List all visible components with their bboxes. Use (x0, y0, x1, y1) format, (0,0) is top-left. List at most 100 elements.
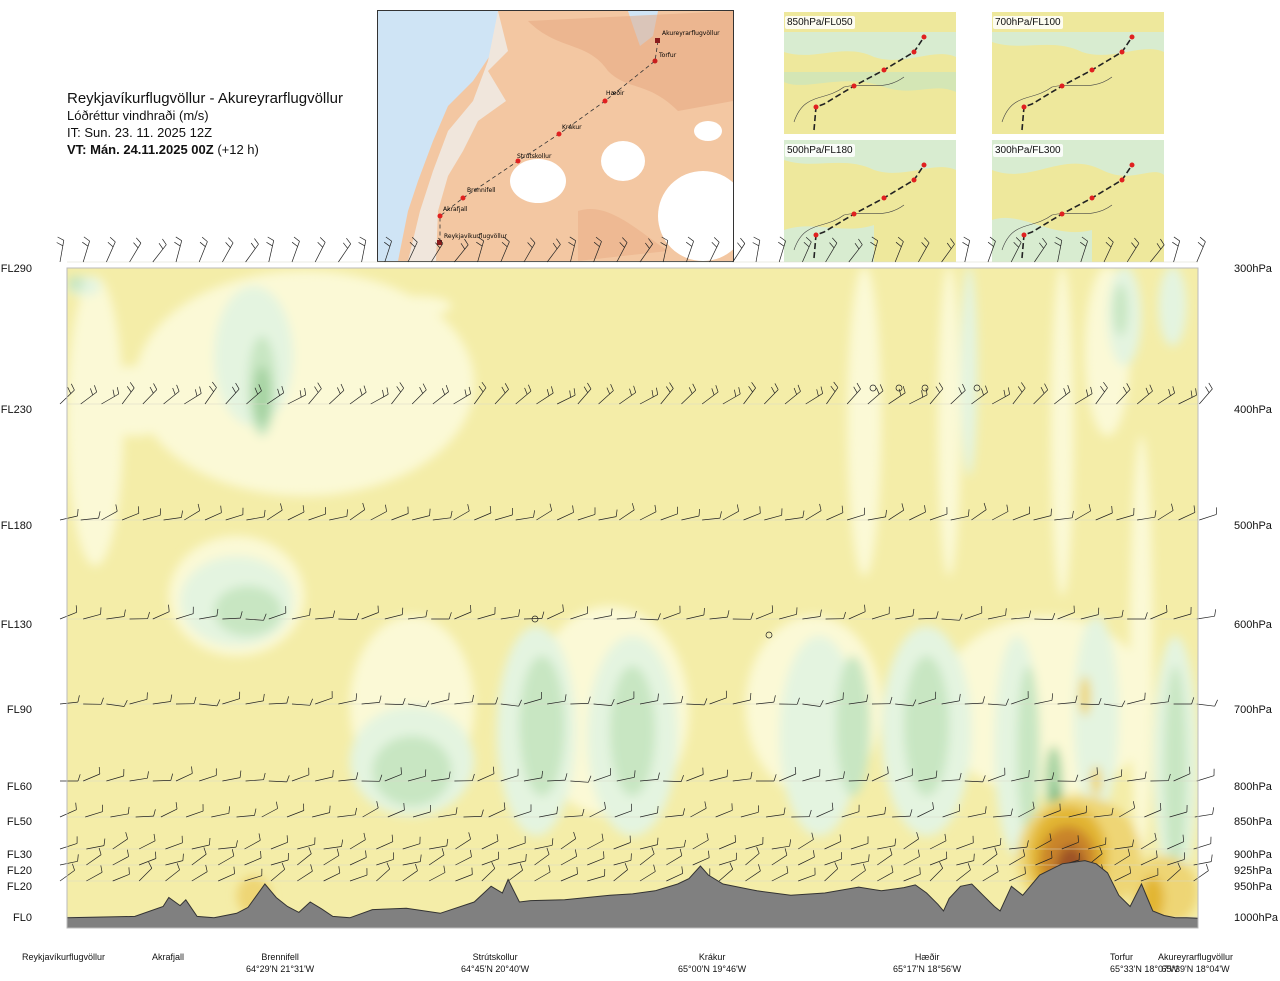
wind-barb (732, 692, 752, 705)
wind-barb (1126, 237, 1140, 263)
wind-barb (619, 385, 637, 405)
map-marker-strutskollur (515, 158, 521, 164)
wind-barb (80, 385, 98, 405)
wind-barb (383, 236, 392, 263)
map-label: Torfur (658, 52, 677, 59)
wind-barb (246, 384, 262, 405)
map-label: Brennifell (467, 187, 496, 194)
wind-barb (702, 511, 722, 521)
wind-barb (918, 691, 937, 705)
field-region-weak-down-light (1130, 436, 1153, 856)
map-marker-reykjavik (437, 240, 442, 245)
wind-barb (1043, 803, 1061, 818)
wind-barb (709, 610, 730, 620)
calm-wind-circle (973, 384, 981, 392)
wind-barb (86, 838, 106, 850)
field-region-weak-down-light (1050, 268, 1074, 596)
wind-barb (1035, 833, 1052, 850)
wind-barb (771, 839, 792, 850)
wind-barb (163, 384, 180, 405)
fl-label: FL230 (0, 404, 32, 416)
wind-barb (129, 611, 150, 620)
wind-barb (598, 384, 614, 405)
wind-barb (732, 237, 746, 263)
wind-barb (570, 775, 592, 783)
wind-barb (297, 837, 316, 850)
wind-barb (412, 508, 431, 521)
wind-barb (941, 238, 955, 263)
wind-barb (455, 867, 473, 882)
wind-barb (929, 382, 944, 405)
fl-label: FL290 (0, 263, 32, 275)
wind-barb (218, 849, 235, 866)
wind-barb (1193, 836, 1212, 850)
wind-barb (745, 846, 760, 866)
location-label: Akrafjall (152, 952, 185, 962)
wind-barb (639, 387, 659, 405)
field-region-down-1 (960, 268, 978, 476)
wind-barb (877, 838, 897, 850)
wind-barb (1035, 850, 1053, 866)
wind-barb (455, 849, 472, 866)
hpa-label: 700hPa (1234, 704, 1272, 716)
wind-barb (964, 606, 983, 620)
wind-barb (312, 805, 331, 818)
wind-barb (1011, 769, 1030, 782)
wind-barb (587, 851, 605, 866)
wind-barb (564, 808, 585, 818)
field-region-weak-down-light (937, 268, 961, 576)
wind-barb (314, 237, 326, 263)
wind-barb (245, 693, 265, 705)
wind-barb (453, 386, 472, 405)
wind-barb (681, 508, 700, 521)
wind-barb (184, 503, 201, 521)
wind-barb (244, 868, 263, 882)
wind-barb (877, 865, 894, 882)
map-label: Krákur (562, 124, 582, 131)
wind-barb (639, 837, 659, 850)
wind-barb (941, 693, 961, 705)
wind-barb (888, 503, 905, 521)
wind-barb (432, 510, 453, 521)
wind-barb (1136, 384, 1153, 405)
wind-barb (871, 766, 889, 782)
wind-barb (971, 502, 987, 521)
wind-barb (261, 801, 278, 818)
wind-barb (106, 609, 126, 620)
fl-label: FL130 (0, 619, 32, 631)
wind-barb (964, 696, 985, 705)
wind-barb (101, 504, 118, 521)
wind-barb (895, 608, 915, 620)
wind-barb (660, 236, 669, 263)
wind-barb (513, 804, 532, 818)
wind-barb (1080, 697, 1102, 705)
location-label: Hæðir 65°17'N 18°56'W (893, 952, 962, 974)
wind-barb (59, 836, 78, 850)
wind-barb (431, 612, 452, 620)
wind-barb (59, 508, 79, 521)
location-label: Brennifell 64°29'N 21°31'W (246, 952, 315, 974)
wind-barb (60, 774, 81, 782)
field-region-weak-down-light (383, 296, 452, 316)
wind-barb (454, 238, 469, 263)
wind-barb (779, 766, 797, 782)
wind-barb (950, 383, 966, 405)
wind-barb (454, 694, 474, 705)
wind-barb (308, 382, 322, 405)
wind-barb (160, 802, 178, 818)
wind-barb (1137, 510, 1157, 521)
wind-barb (376, 852, 394, 866)
wind-barb (323, 839, 344, 850)
wind-barb (1095, 505, 1113, 521)
wind-barb (152, 694, 173, 705)
wind-barb (534, 865, 551, 882)
wind-barb (593, 698, 615, 706)
wind-barb (165, 853, 184, 866)
valid-time-bold: VT: Mán. 24.11.2025 00Z (67, 142, 214, 157)
wind-barb (266, 236, 275, 263)
wind-barb (291, 236, 300, 263)
wind-barb (1095, 381, 1108, 405)
wind-barb (59, 695, 80, 705)
wind-barb (376, 834, 394, 850)
hpa-label: 950hPa (1234, 881, 1272, 893)
